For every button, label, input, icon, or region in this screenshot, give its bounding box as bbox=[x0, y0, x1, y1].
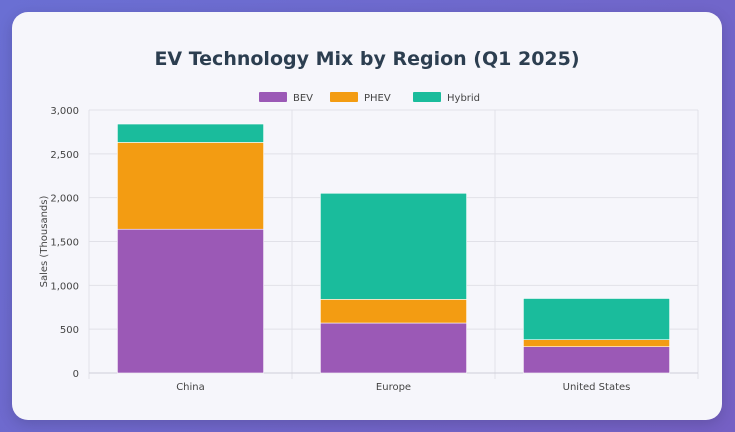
bar-phev-united-states bbox=[523, 339, 670, 348]
y-tick-label: 500 bbox=[60, 325, 79, 336]
chart-title: EV Technology Mix by Region (Q1 2025) bbox=[154, 48, 580, 70]
y-tick-label: 0 bbox=[73, 369, 79, 380]
bar-hybrid-europe bbox=[320, 192, 467, 300]
legend-item-label-bev[interactable]: BEV bbox=[293, 93, 313, 104]
y-tick-label: 2,500 bbox=[50, 150, 79, 161]
x-tick-label: China bbox=[176, 382, 205, 393]
y-tick-label: 1,000 bbox=[50, 281, 79, 292]
bar-phev-china bbox=[117, 142, 264, 230]
y-tick-label: 3,000 bbox=[50, 106, 79, 117]
bar-bev-united-states bbox=[523, 346, 670, 374]
legend-item-swatch-hybrid[interactable] bbox=[413, 92, 441, 102]
y-axis-label: Sales (Thousands) bbox=[39, 196, 50, 288]
y-tick-label: 2,000 bbox=[50, 194, 79, 205]
bar-hybrid-united-states bbox=[523, 298, 670, 340]
x-tick-label: Europe bbox=[376, 382, 411, 393]
legend-item-swatch-phev[interactable] bbox=[330, 92, 358, 102]
bar-hybrid-china bbox=[117, 123, 264, 143]
legend-item-swatch-bev[interactable] bbox=[259, 92, 287, 102]
y-tick-label: 1,500 bbox=[50, 238, 79, 249]
bar-phev-europe bbox=[320, 299, 467, 324]
legend-item-label-phev[interactable]: PHEV bbox=[364, 93, 391, 104]
x-tick-label: United States bbox=[563, 382, 631, 393]
legend-item-label-hybrid[interactable]: Hybrid bbox=[447, 93, 480, 104]
bar-bev-europe bbox=[320, 322, 467, 374]
bar-bev-china bbox=[117, 228, 264, 374]
